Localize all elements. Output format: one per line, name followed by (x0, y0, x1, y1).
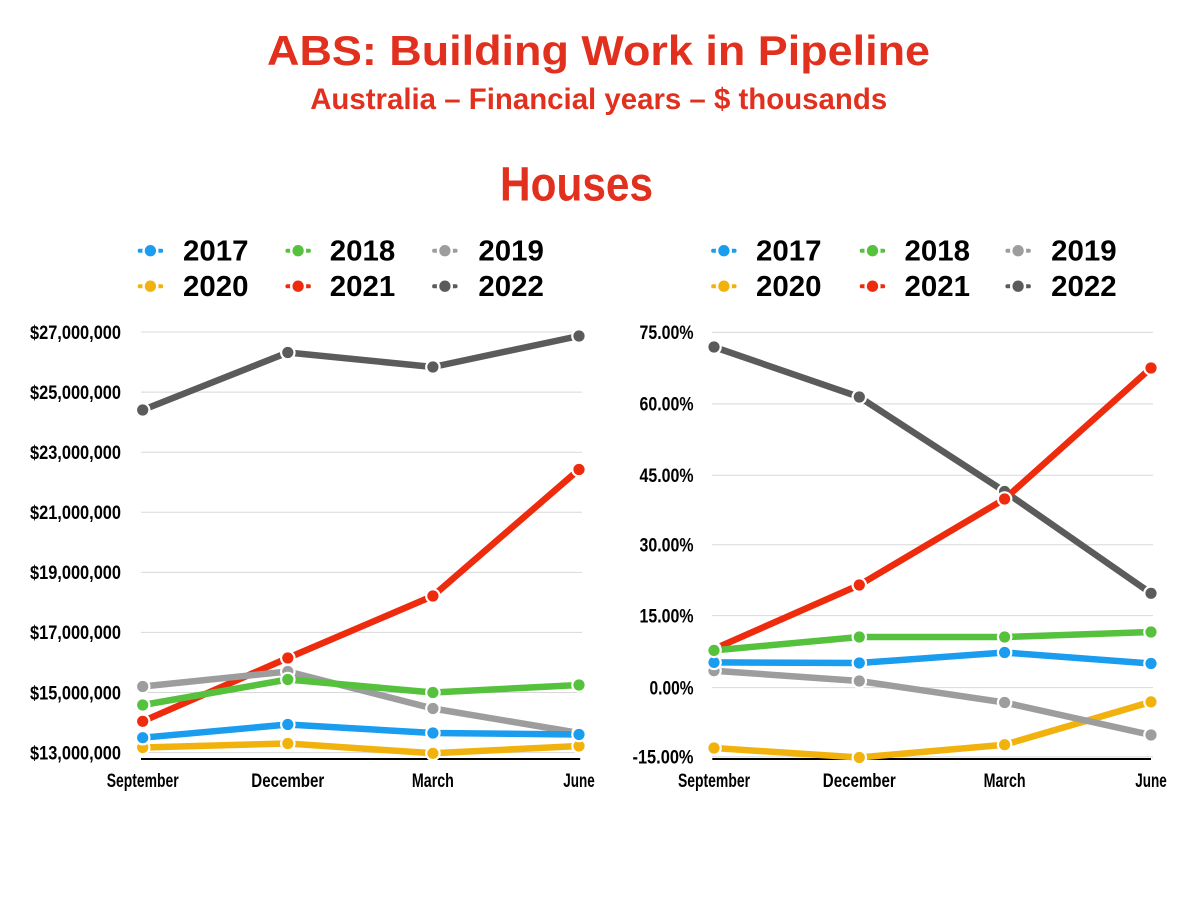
svg-text:$13,000,000: $13,000,000 (30, 742, 121, 764)
svg-text:2020: 2020 (756, 271, 822, 303)
svg-text:$21,000,000: $21,000,000 (30, 502, 121, 524)
svg-text:Houses: Houses (500, 158, 653, 212)
svg-text:$23,000,000: $23,000,000 (30, 442, 121, 464)
svg-text:$25,000,000: $25,000,000 (30, 382, 121, 404)
svg-text:2019: 2019 (478, 235, 544, 267)
svg-text:September: September (107, 770, 179, 792)
svg-text:75.00%: 75.00% (640, 322, 694, 344)
svg-text:45.00%: 45.00% (640, 465, 694, 487)
svg-text:March: March (412, 770, 454, 792)
svg-text:-15.00%: -15.00% (633, 747, 694, 769)
svg-text:$19,000,000: $19,000,000 (30, 562, 121, 584)
svg-text:2021: 2021 (330, 271, 396, 303)
svg-text:0.00%: 0.00% (650, 677, 694, 699)
svg-text:June: June (563, 770, 595, 792)
svg-text:$27,000,000: $27,000,000 (30, 322, 121, 344)
svg-text:March: March (984, 770, 1026, 792)
svg-text:2018: 2018 (905, 235, 971, 267)
svg-text:60.00%: 60.00% (640, 394, 694, 416)
svg-text:Australia – Financial years –: Australia – Financial years – $ thousand… (310, 83, 887, 116)
svg-text:2022: 2022 (1051, 271, 1117, 303)
svg-text:December: December (823, 770, 896, 792)
svg-text:2021: 2021 (905, 271, 971, 303)
svg-text:June: June (1135, 770, 1167, 792)
svg-text:$17,000,000: $17,000,000 (30, 622, 121, 644)
svg-text:15.00%: 15.00% (640, 605, 694, 627)
svg-text:ABS: Building Work in Pipeline: ABS: Building Work in Pipeline (267, 27, 930, 74)
svg-text:30.00%: 30.00% (640, 535, 694, 557)
svg-text:2019: 2019 (1051, 235, 1117, 267)
svg-text:2017: 2017 (183, 235, 249, 267)
svg-text:December: December (251, 770, 324, 792)
svg-text:2020: 2020 (183, 271, 249, 303)
svg-text:2017: 2017 (756, 235, 822, 267)
svg-text:2022: 2022 (478, 271, 544, 303)
svg-text:2018: 2018 (330, 235, 396, 267)
svg-text:$15,000,000: $15,000,000 (30, 682, 121, 704)
svg-text:September: September (678, 770, 750, 792)
